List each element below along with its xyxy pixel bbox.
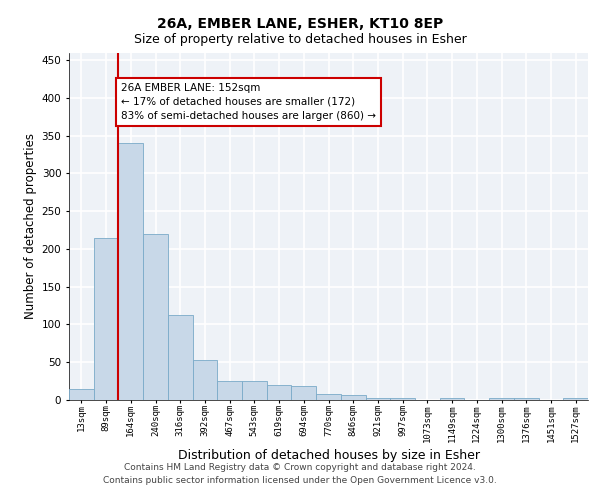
Bar [292,386,316,400]
Bar [193,360,217,400]
Bar [514,398,539,400]
Bar [143,234,168,400]
Bar [365,398,390,400]
Bar [563,398,588,400]
Bar [440,398,464,400]
Bar [267,385,292,400]
X-axis label: Distribution of detached houses by size in Esher: Distribution of detached houses by size … [178,448,479,462]
Bar [69,388,94,400]
Text: Contains HM Land Registry data © Crown copyright and database right 2024.: Contains HM Land Registry data © Crown c… [124,464,476,472]
Bar [489,398,514,400]
Text: 26A, EMBER LANE, ESHER, KT10 8EP: 26A, EMBER LANE, ESHER, KT10 8EP [157,18,443,32]
Bar [341,396,365,400]
Bar [118,143,143,400]
Bar [168,316,193,400]
Bar [316,394,341,400]
Bar [94,238,118,400]
Bar [242,381,267,400]
Text: 26A EMBER LANE: 152sqm
← 17% of detached houses are smaller (172)
83% of semi-de: 26A EMBER LANE: 152sqm ← 17% of detached… [121,82,376,120]
Bar [390,398,415,400]
Bar [217,381,242,400]
Y-axis label: Number of detached properties: Number of detached properties [25,133,37,320]
Text: Contains public sector information licensed under the Open Government Licence v3: Contains public sector information licen… [103,476,497,485]
Text: Size of property relative to detached houses in Esher: Size of property relative to detached ho… [134,32,466,46]
